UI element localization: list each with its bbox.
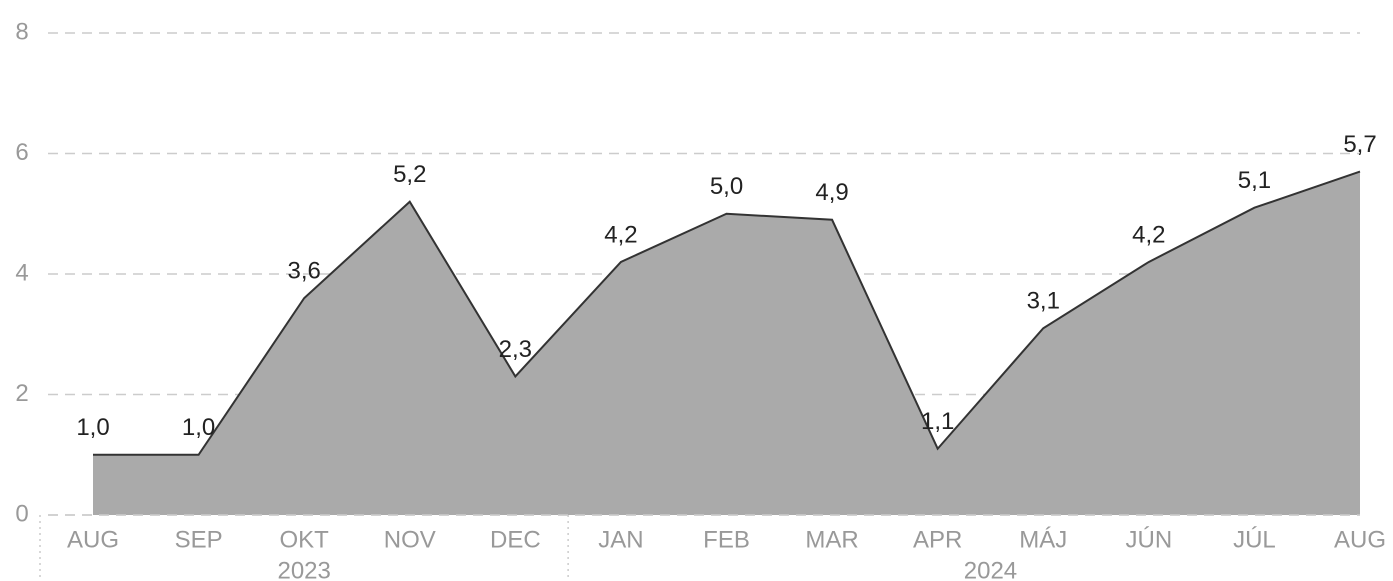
x-tick-label: JÚN	[1125, 526, 1172, 553]
x-tick-label: AUG	[1334, 526, 1386, 553]
value-label: 5,2	[393, 161, 426, 188]
value-label: 4,2	[604, 221, 637, 248]
value-label: 3,1	[1027, 288, 1060, 315]
line	[93, 170, 1361, 456]
value-label: 5,0	[710, 173, 743, 200]
value-label: 1,0	[76, 414, 109, 441]
x-tick-label: MAR	[805, 526, 858, 553]
value-label: 3,6	[287, 257, 320, 284]
value-label: 4,9	[815, 179, 848, 206]
x-tick-label: SEP	[175, 526, 223, 553]
value-label: 2,3	[499, 336, 532, 363]
x-tick-label: AUG	[67, 526, 119, 553]
x-tick-label: FEB	[703, 526, 750, 553]
y-tick-label: 4	[15, 259, 28, 286]
value-label: 1,1	[921, 408, 954, 435]
x-tick-label: NOV	[384, 526, 436, 553]
value-label: 4,2	[1132, 221, 1165, 248]
group-label: 2023	[277, 557, 330, 581]
y-tick-label: 2	[15, 380, 28, 407]
y-tick-label: 0	[15, 500, 28, 527]
x-tick-label: DEC	[490, 526, 541, 553]
group-label: 2024	[964, 557, 1017, 581]
y-tick-label: 6	[15, 139, 28, 166]
x-tick-label: APR	[913, 526, 962, 553]
x-tick-label: JÚL	[1233, 526, 1276, 553]
value-label: 5,1	[1238, 167, 1271, 194]
x-tick-label: JAN	[598, 526, 643, 553]
area	[93, 171, 1360, 515]
y-tick-label: 8	[15, 18, 28, 45]
value-label: 1,0	[182, 414, 215, 441]
value-label: 5,7	[1343, 131, 1376, 158]
x-tick-label: MÁJ	[1019, 526, 1067, 553]
x-tick-label: OKT	[279, 526, 329, 553]
